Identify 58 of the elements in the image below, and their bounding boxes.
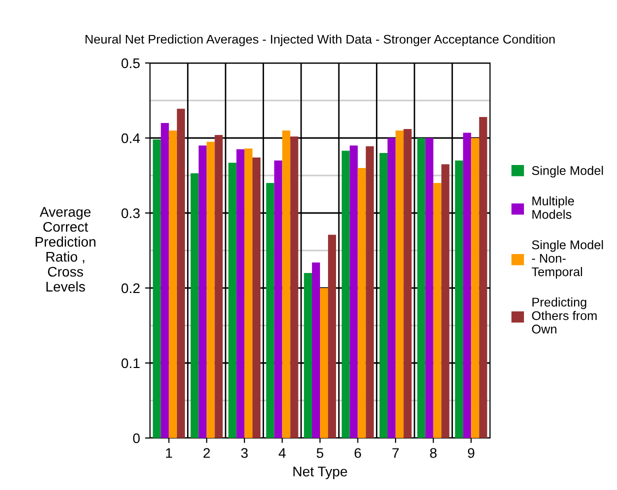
y-tick-label: 0.3	[122, 208, 140, 218]
bar	[198, 146, 207, 438]
bar	[214, 135, 223, 438]
x-axis-title: Net Type	[293, 466, 348, 480]
bar	[342, 150, 350, 438]
x-tick-label: 3	[241, 448, 248, 458]
bar	[168, 130, 177, 438]
bar	[366, 146, 374, 438]
bar	[290, 136, 298, 438]
bar	[441, 164, 450, 438]
chart-title: Neural Net Prediction Averages - Injected With Data - Stronger Acceptance Condition	[86, 34, 555, 46]
y-tick-label: 0.4	[122, 133, 140, 144]
x-tick-label: 1	[166, 448, 172, 458]
bar	[358, 168, 366, 438]
y-tick-label: 0.2	[122, 283, 140, 294]
bar	[312, 262, 320, 438]
bar	[304, 273, 312, 438]
bar	[479, 117, 488, 438]
bar	[152, 140, 161, 438]
bar	[388, 138, 396, 438]
bar	[252, 158, 260, 438]
x-tick-label: 6	[354, 448, 362, 458]
bar	[228, 162, 236, 438]
x-tick-label: 8	[430, 448, 437, 458]
bar	[320, 288, 328, 438]
y-axis-title: Average Correct Prediction Ratio , Cross Levels	[36, 207, 96, 292]
legend-label: Single Model - Non- Temporal	[532, 240, 603, 279]
bar	[266, 183, 274, 438]
bar	[176, 108, 185, 438]
bar	[471, 138, 480, 438]
bar	[206, 142, 215, 438]
bar	[463, 132, 472, 438]
y-tick-label: 0.5	[122, 58, 140, 68]
x-tick-label: 9	[468, 448, 474, 458]
bar	[282, 130, 290, 438]
legend-label: Predicting Others from Own	[532, 297, 597, 334]
legend-label: Single Model	[532, 166, 603, 178]
bar	[350, 146, 358, 438]
y-tick-label: 0.1	[122, 358, 140, 368]
bar	[425, 138, 434, 438]
x-tick-label: 2	[204, 448, 210, 458]
bar	[417, 138, 426, 438]
bar	[328, 234, 336, 438]
x-tick-label: 7	[392, 448, 399, 458]
x-tick-label: 4	[278, 448, 286, 458]
bar	[433, 183, 442, 438]
bar	[160, 123, 169, 438]
bar	[244, 148, 252, 438]
y-tick-label: 0	[133, 433, 140, 444]
bar	[404, 129, 412, 438]
legend-label: Multiple Models	[532, 196, 574, 219]
bar	[236, 149, 244, 438]
bar	[190, 173, 199, 438]
bar	[274, 160, 282, 438]
bar	[380, 153, 388, 438]
x-tick-label: 5	[316, 448, 324, 458]
bar	[455, 160, 464, 438]
bar	[396, 130, 404, 438]
